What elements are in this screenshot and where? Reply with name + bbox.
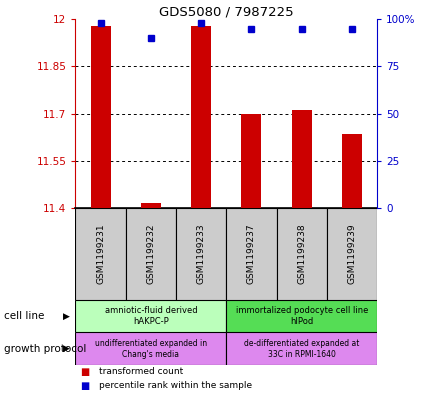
Text: ▶: ▶ (63, 344, 70, 353)
Bar (75, 332, 226, 365)
Bar (341, 134, 361, 208)
Text: cell line: cell line (4, 311, 45, 321)
Bar (175, 208, 226, 300)
Bar (291, 110, 311, 208)
Bar (226, 208, 276, 300)
Bar (326, 208, 376, 300)
Text: GSM1199238: GSM1199238 (297, 224, 305, 285)
Text: transformed count: transformed count (99, 367, 183, 376)
Text: immortalized podocyte cell line
hIPod: immortalized podocyte cell line hIPod (235, 306, 367, 327)
Text: GSM1199237: GSM1199237 (246, 224, 255, 285)
Bar (126, 208, 175, 300)
Title: GDS5080 / 7987225: GDS5080 / 7987225 (159, 5, 293, 18)
Text: ▶: ▶ (63, 312, 70, 321)
Bar (276, 208, 326, 300)
Text: undifferentiated expanded in
Chang's media: undifferentiated expanded in Chang's med… (95, 338, 206, 359)
Text: GSM1199231: GSM1199231 (96, 224, 105, 285)
Bar (75, 208, 126, 300)
Text: percentile rank within the sample: percentile rank within the sample (99, 382, 252, 390)
Bar (90, 26, 111, 208)
Bar (190, 26, 211, 208)
Bar (226, 300, 376, 332)
Text: amniotic-fluid derived
hAKPC-P: amniotic-fluid derived hAKPC-P (104, 306, 197, 327)
Bar (75, 300, 226, 332)
Bar (141, 203, 160, 208)
Bar (241, 114, 261, 208)
Text: GSM1199239: GSM1199239 (347, 224, 356, 285)
Text: growth protocol: growth protocol (4, 343, 86, 354)
Text: GSM1199233: GSM1199233 (196, 224, 205, 285)
Text: ■: ■ (80, 367, 89, 377)
Bar (226, 332, 376, 365)
Text: GSM1199232: GSM1199232 (146, 224, 155, 284)
Text: de-differentiated expanded at
33C in RPMI-1640: de-differentiated expanded at 33C in RPM… (243, 338, 359, 359)
Text: ■: ■ (80, 381, 89, 391)
